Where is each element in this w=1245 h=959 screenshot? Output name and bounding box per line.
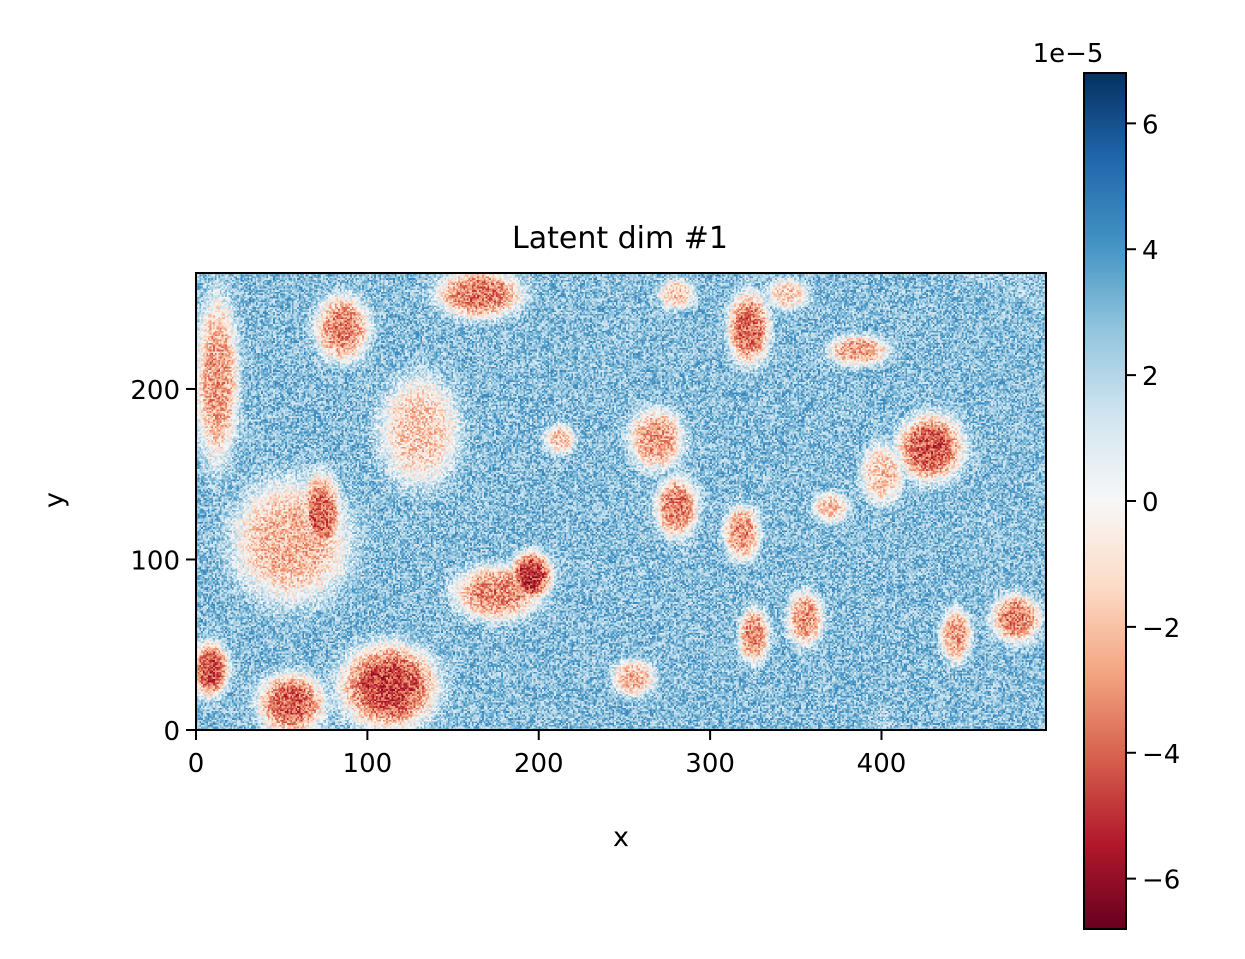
x-tick-label: 400 <box>857 749 907 779</box>
y-tick-label: 100 <box>130 546 180 576</box>
plot-frame <box>195 272 1047 731</box>
colorbar-ticks: −6 −4 −2 0 2 4 6 <box>1126 110 1180 896</box>
x-axis: 0 100 200 300 400 <box>188 730 907 779</box>
x-tick-label: 0 <box>188 749 205 779</box>
y-axis-label: y <box>39 492 70 508</box>
colorbar-offset-label: 1e−5 <box>1033 39 1104 69</box>
colorbar-tick-label: 0 <box>1142 488 1159 518</box>
colorbar: −6 −4 −2 0 2 4 6 1e−5 <box>1033 39 1180 930</box>
heatmap-image <box>196 273 1046 730</box>
colorbar-tick-label: −2 <box>1142 614 1180 644</box>
x-axis-label: x <box>613 822 629 853</box>
colorbar-gradient <box>1084 73 1126 929</box>
colorbar-tick-label: 2 <box>1142 362 1159 392</box>
colorbar-tick-label: 4 <box>1142 236 1159 266</box>
y-axis: 0 100 200 <box>130 376 196 747</box>
chart-title: Latent dim #1 <box>512 221 728 256</box>
y-tick-label: 200 <box>130 376 180 406</box>
x-tick-label: 100 <box>343 749 393 779</box>
colorbar-tick-label: −4 <box>1142 740 1180 770</box>
y-tick-label: 0 <box>163 717 180 747</box>
x-tick-label: 300 <box>685 749 735 779</box>
x-tick-label: 200 <box>514 749 564 779</box>
plot-area <box>195 272 1047 731</box>
colorbar-tick-label: −6 <box>1142 866 1180 896</box>
colorbar-tick-label: 6 <box>1142 110 1159 140</box>
